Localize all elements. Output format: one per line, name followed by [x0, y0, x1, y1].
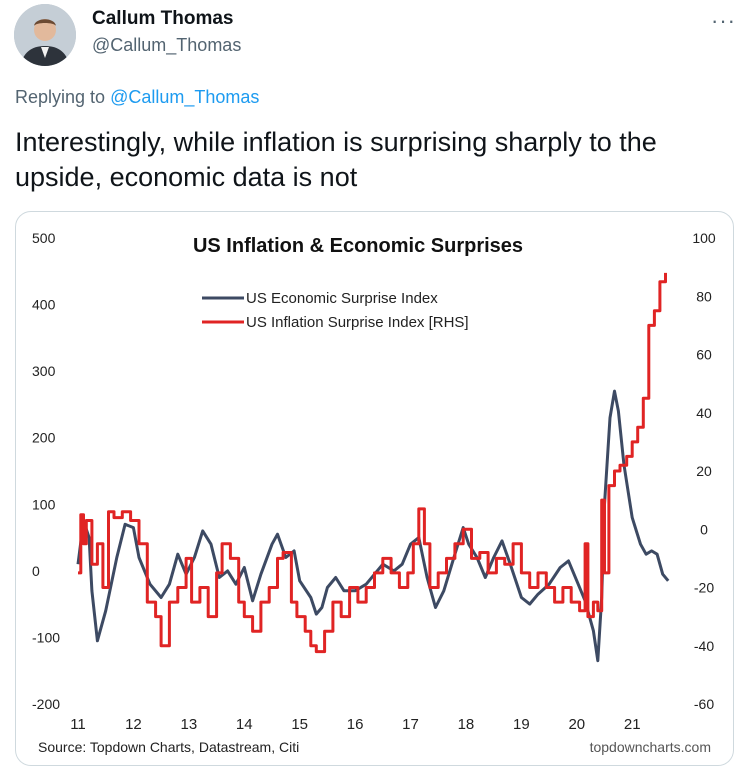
reply-to-link[interactable]: @Callum_Thomas — [110, 87, 260, 107]
x-tick-label: 13 — [180, 716, 197, 733]
author-handle[interactable]: @Callum_Thomas — [92, 35, 242, 55]
x-tick-label: 15 — [291, 716, 308, 733]
right-tick-label: 40 — [696, 405, 712, 421]
left-tick-label: 200 — [32, 430, 56, 446]
x-tick-label: 12 — [125, 716, 142, 733]
source-note: Source: Topdown Charts, Datastream, Citi — [38, 739, 299, 755]
x-tick-label: 17 — [402, 716, 419, 733]
x-tick-label: 21 — [624, 716, 641, 733]
right-tick-label: -60 — [694, 696, 714, 712]
left-tick-label: 400 — [32, 297, 56, 313]
avatar-portrait-icon — [14, 4, 76, 66]
left-tick-label: 500 — [32, 230, 56, 246]
right-tick-label: 80 — [696, 288, 712, 304]
right-tick-label: -40 — [694, 638, 714, 654]
x-tick-label: 20 — [568, 716, 585, 733]
replying-to: Replying to @Callum_Thomas — [15, 87, 259, 108]
x-tick-label: 11 — [70, 716, 86, 733]
right-tick-label: 20 — [696, 463, 712, 479]
right-axis: 100 80 60 40 20 0 -20 -40 -60 — [692, 230, 716, 712]
right-tick-label: -20 — [694, 580, 714, 596]
chart-title: US Inflation & Economic Surprises — [193, 235, 523, 257]
left-tick-label: 0 — [32, 563, 40, 579]
x-tick-label: 18 — [458, 716, 475, 733]
left-tick-label: -100 — [32, 629, 60, 645]
left-axis: 500 400 300 200 100 0 -100 -200 — [32, 230, 60, 712]
more-options-icon[interactable]: ··· — [711, 8, 736, 33]
right-tick-label: 100 — [692, 230, 716, 246]
left-tick-label: 300 — [32, 363, 56, 379]
x-tick-label: 16 — [347, 716, 364, 733]
x-tick-label: 19 — [513, 716, 530, 733]
legend: US Economic Surprise Index US Inflation S… — [202, 290, 469, 331]
series-layer — [76, 272, 670, 663]
right-tick-label: 60 — [696, 347, 712, 363]
legend-label: US Inflation Surprise Index [RHS] — [246, 314, 469, 331]
legend-label: US Economic Surprise Index — [246, 290, 438, 307]
chart-image-card[interactable]: 500 400 300 200 100 0 -100 -200 100 80 60 40 20 0 -20… — [15, 211, 734, 766]
x-tick-label: 14 — [236, 716, 253, 733]
avatar[interactable] — [14, 4, 76, 66]
series-line-1 — [78, 272, 667, 654]
left-tick-label: -200 — [32, 696, 60, 712]
left-tick-label: 100 — [32, 496, 56, 512]
series-line-0 — [76, 389, 670, 663]
tweet-text: Interestingly, while inflation is surpri… — [15, 127, 657, 192]
x-axis: 11 12 13 14 15 16 17 18 19 20 21 — [70, 716, 640, 733]
watermark: topdowncharts.com — [590, 739, 711, 755]
reply-prefix: Replying to — [15, 87, 111, 107]
author-name[interactable]: Callum Thomas — [92, 8, 234, 29]
right-tick-label: 0 — [700, 521, 708, 537]
